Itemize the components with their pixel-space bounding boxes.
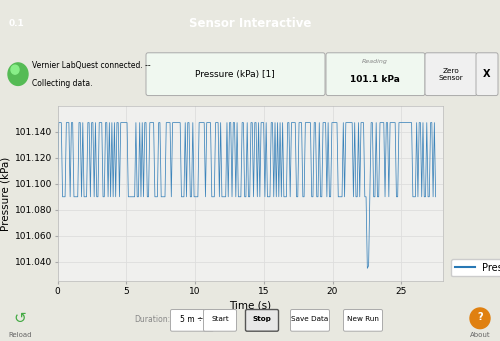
Text: ?: ?: [477, 312, 483, 322]
Text: Sensor Interactive: Sensor Interactive: [189, 16, 311, 30]
Text: Stop: Stop: [252, 316, 272, 322]
Text: Reload: Reload: [8, 332, 32, 338]
Text: 0.1: 0.1: [9, 18, 25, 28]
Legend: Pressure: Pressure: [451, 259, 500, 277]
FancyBboxPatch shape: [476, 53, 498, 95]
Text: 101.1 kPa: 101.1 kPa: [350, 75, 400, 84]
Circle shape: [11, 65, 19, 74]
Circle shape: [8, 63, 28, 86]
Text: Save Data: Save Data: [292, 316, 329, 322]
FancyBboxPatch shape: [425, 53, 477, 95]
Y-axis label: Pressure (kPa): Pressure (kPa): [0, 157, 10, 231]
FancyBboxPatch shape: [326, 53, 425, 95]
Text: Start: Start: [211, 316, 229, 322]
Text: Vernier LabQuest connected. --: Vernier LabQuest connected. --: [32, 61, 150, 70]
Text: X: X: [483, 69, 491, 79]
Circle shape: [470, 308, 490, 329]
FancyBboxPatch shape: [246, 310, 278, 331]
Text: 5 m ÷: 5 m ÷: [180, 315, 204, 324]
Text: About: About: [470, 332, 490, 338]
FancyBboxPatch shape: [170, 310, 214, 331]
Text: Reading: Reading: [362, 59, 388, 64]
Text: Pressure (kPa) [1]: Pressure (kPa) [1]: [195, 70, 275, 79]
Text: ↺: ↺: [14, 311, 26, 326]
FancyBboxPatch shape: [204, 310, 236, 331]
Text: New Run: New Run: [347, 316, 379, 322]
FancyBboxPatch shape: [344, 310, 382, 331]
X-axis label: Time (s): Time (s): [229, 300, 271, 310]
Text: Duration:: Duration:: [134, 315, 170, 324]
FancyBboxPatch shape: [146, 53, 325, 95]
Text: Collecting data.: Collecting data.: [32, 79, 92, 88]
Text: Zero
Sensor: Zero Sensor: [438, 68, 464, 81]
FancyBboxPatch shape: [290, 310, 330, 331]
